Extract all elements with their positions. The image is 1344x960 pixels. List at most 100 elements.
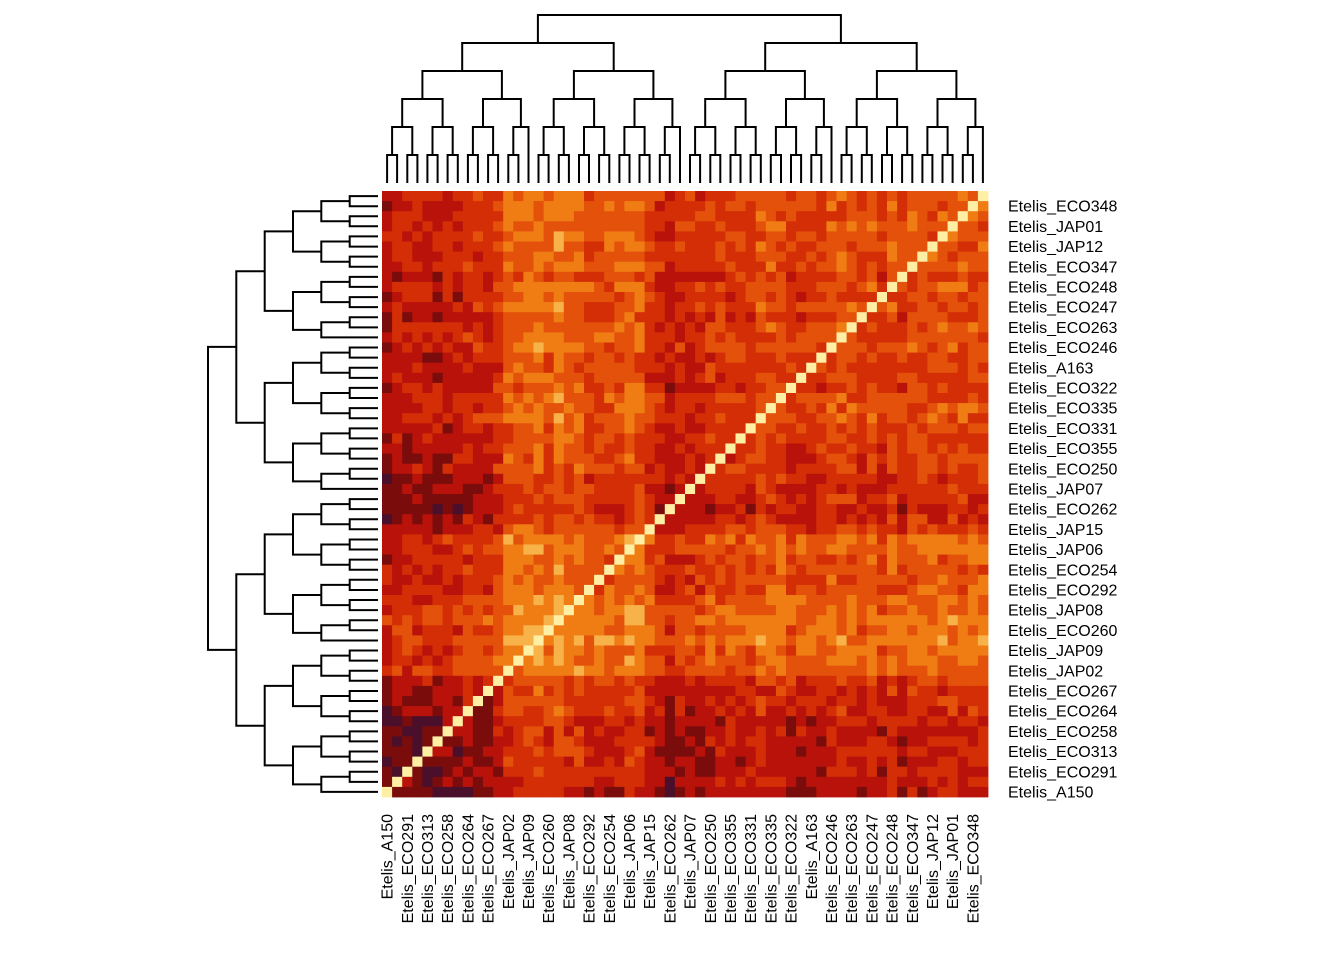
heatmap-cell xyxy=(483,423,494,434)
heatmap-cell xyxy=(775,413,787,424)
heatmap-cell xyxy=(634,746,645,757)
heatmap-cell xyxy=(573,696,585,707)
heatmap-cell xyxy=(957,322,969,333)
heatmap-cell xyxy=(927,332,938,343)
heatmap-cell xyxy=(705,504,716,515)
heatmap-cell xyxy=(947,514,959,525)
heatmap-cell xyxy=(957,574,969,586)
heatmap-cell xyxy=(957,393,969,404)
heatmap-cell xyxy=(685,332,696,343)
heatmap-cell xyxy=(392,342,403,353)
heatmap-cell xyxy=(947,302,959,313)
heatmap-cell xyxy=(705,584,716,596)
heatmap-cell xyxy=(695,271,706,283)
heatmap-cell xyxy=(563,443,575,454)
heatmap-cell xyxy=(563,696,575,707)
heatmap-cell xyxy=(493,281,504,293)
heatmap-cell xyxy=(392,564,403,576)
heatmap-cell xyxy=(452,675,464,687)
heatmap-cell xyxy=(735,201,746,212)
heatmap-cell xyxy=(584,443,595,454)
heatmap-cell xyxy=(786,251,797,263)
heatmap-cell xyxy=(402,726,413,737)
heatmap-cell xyxy=(422,605,433,616)
heatmap-cell xyxy=(472,554,484,566)
dendrogram-branch xyxy=(348,255,378,268)
heatmap-cell xyxy=(775,271,787,283)
heatmap-cell xyxy=(452,403,464,414)
heatmap-cell xyxy=(674,241,686,252)
heatmap-cell xyxy=(503,201,514,212)
heatmap-cell xyxy=(382,786,393,798)
heatmap-cell xyxy=(624,574,635,586)
heatmap-cell xyxy=(786,786,797,798)
heatmap-cell xyxy=(977,413,989,424)
heatmap-cell xyxy=(755,362,767,374)
heatmap-cell xyxy=(907,786,918,798)
heatmap-cell xyxy=(765,635,777,646)
heatmap-cell xyxy=(503,302,514,313)
heatmap-cell xyxy=(674,675,686,687)
heatmap-cell xyxy=(695,342,706,353)
heatmap-cell xyxy=(826,271,837,283)
heatmap-cell xyxy=(977,766,989,778)
heatmap-cell xyxy=(584,211,595,222)
heatmap-cell xyxy=(543,675,555,687)
dendrogram-branch xyxy=(348,690,378,702)
heatmap-cell xyxy=(705,645,716,656)
heatmap-cell xyxy=(452,696,464,707)
heatmap-cell xyxy=(917,473,928,485)
heatmap-cell xyxy=(897,403,908,414)
heatmap-cell xyxy=(412,352,423,364)
heatmap-cell xyxy=(796,706,807,717)
heatmap-cell xyxy=(563,241,575,252)
heatmap-cell xyxy=(412,574,423,586)
heatmap-cell xyxy=(604,746,615,757)
heatmap-cell xyxy=(594,473,605,485)
heatmap-cell xyxy=(735,403,746,414)
dendrogram-branch xyxy=(769,154,782,183)
heatmap-cell xyxy=(705,433,716,444)
heatmap-cell xyxy=(876,756,888,768)
heatmap-cell xyxy=(624,524,635,535)
heatmap-cell xyxy=(654,312,666,323)
heatmap-cell xyxy=(422,211,433,222)
heatmap-cell xyxy=(422,241,433,252)
heatmap-cell xyxy=(977,483,989,495)
heatmap-cell xyxy=(614,625,625,636)
heatmap-cell xyxy=(493,271,504,283)
heatmap-cell xyxy=(806,322,817,333)
heatmap-cell xyxy=(634,312,645,323)
heatmap-cell xyxy=(685,514,696,525)
heatmap-cell xyxy=(695,483,706,495)
heatmap-cell xyxy=(887,524,898,535)
heatmap-cell xyxy=(382,675,393,687)
heatmap-cell xyxy=(695,322,706,333)
heatmap-cell xyxy=(856,746,868,757)
heatmap-cell xyxy=(664,595,676,606)
heatmap-cell xyxy=(422,726,433,737)
heatmap-cell xyxy=(775,635,787,646)
heatmap-cell xyxy=(614,362,625,374)
heatmap-cell xyxy=(907,231,918,242)
column-label: Etelis_JAP02 xyxy=(501,814,518,909)
heatmap-cell xyxy=(422,736,433,747)
heatmap-cell xyxy=(563,786,575,798)
heatmap-cell xyxy=(816,292,827,303)
heatmap-cell xyxy=(594,342,605,353)
heatmap-cell xyxy=(715,635,726,646)
heatmap-cell xyxy=(422,494,433,505)
heatmap-cell xyxy=(806,675,817,687)
heatmap-cell xyxy=(927,746,938,757)
heatmap-cell xyxy=(634,584,645,596)
heatmap-cell xyxy=(452,322,464,333)
heatmap-cell xyxy=(513,413,524,424)
heatmap-cell xyxy=(866,574,878,586)
heatmap-cell xyxy=(553,615,565,626)
heatmap-cell xyxy=(452,716,464,727)
heatmap-cell xyxy=(493,746,504,757)
heatmap-cell xyxy=(856,191,868,202)
dendrogram-branch xyxy=(207,345,237,651)
heatmap-cell xyxy=(634,645,645,656)
heatmap-cell xyxy=(806,706,817,717)
